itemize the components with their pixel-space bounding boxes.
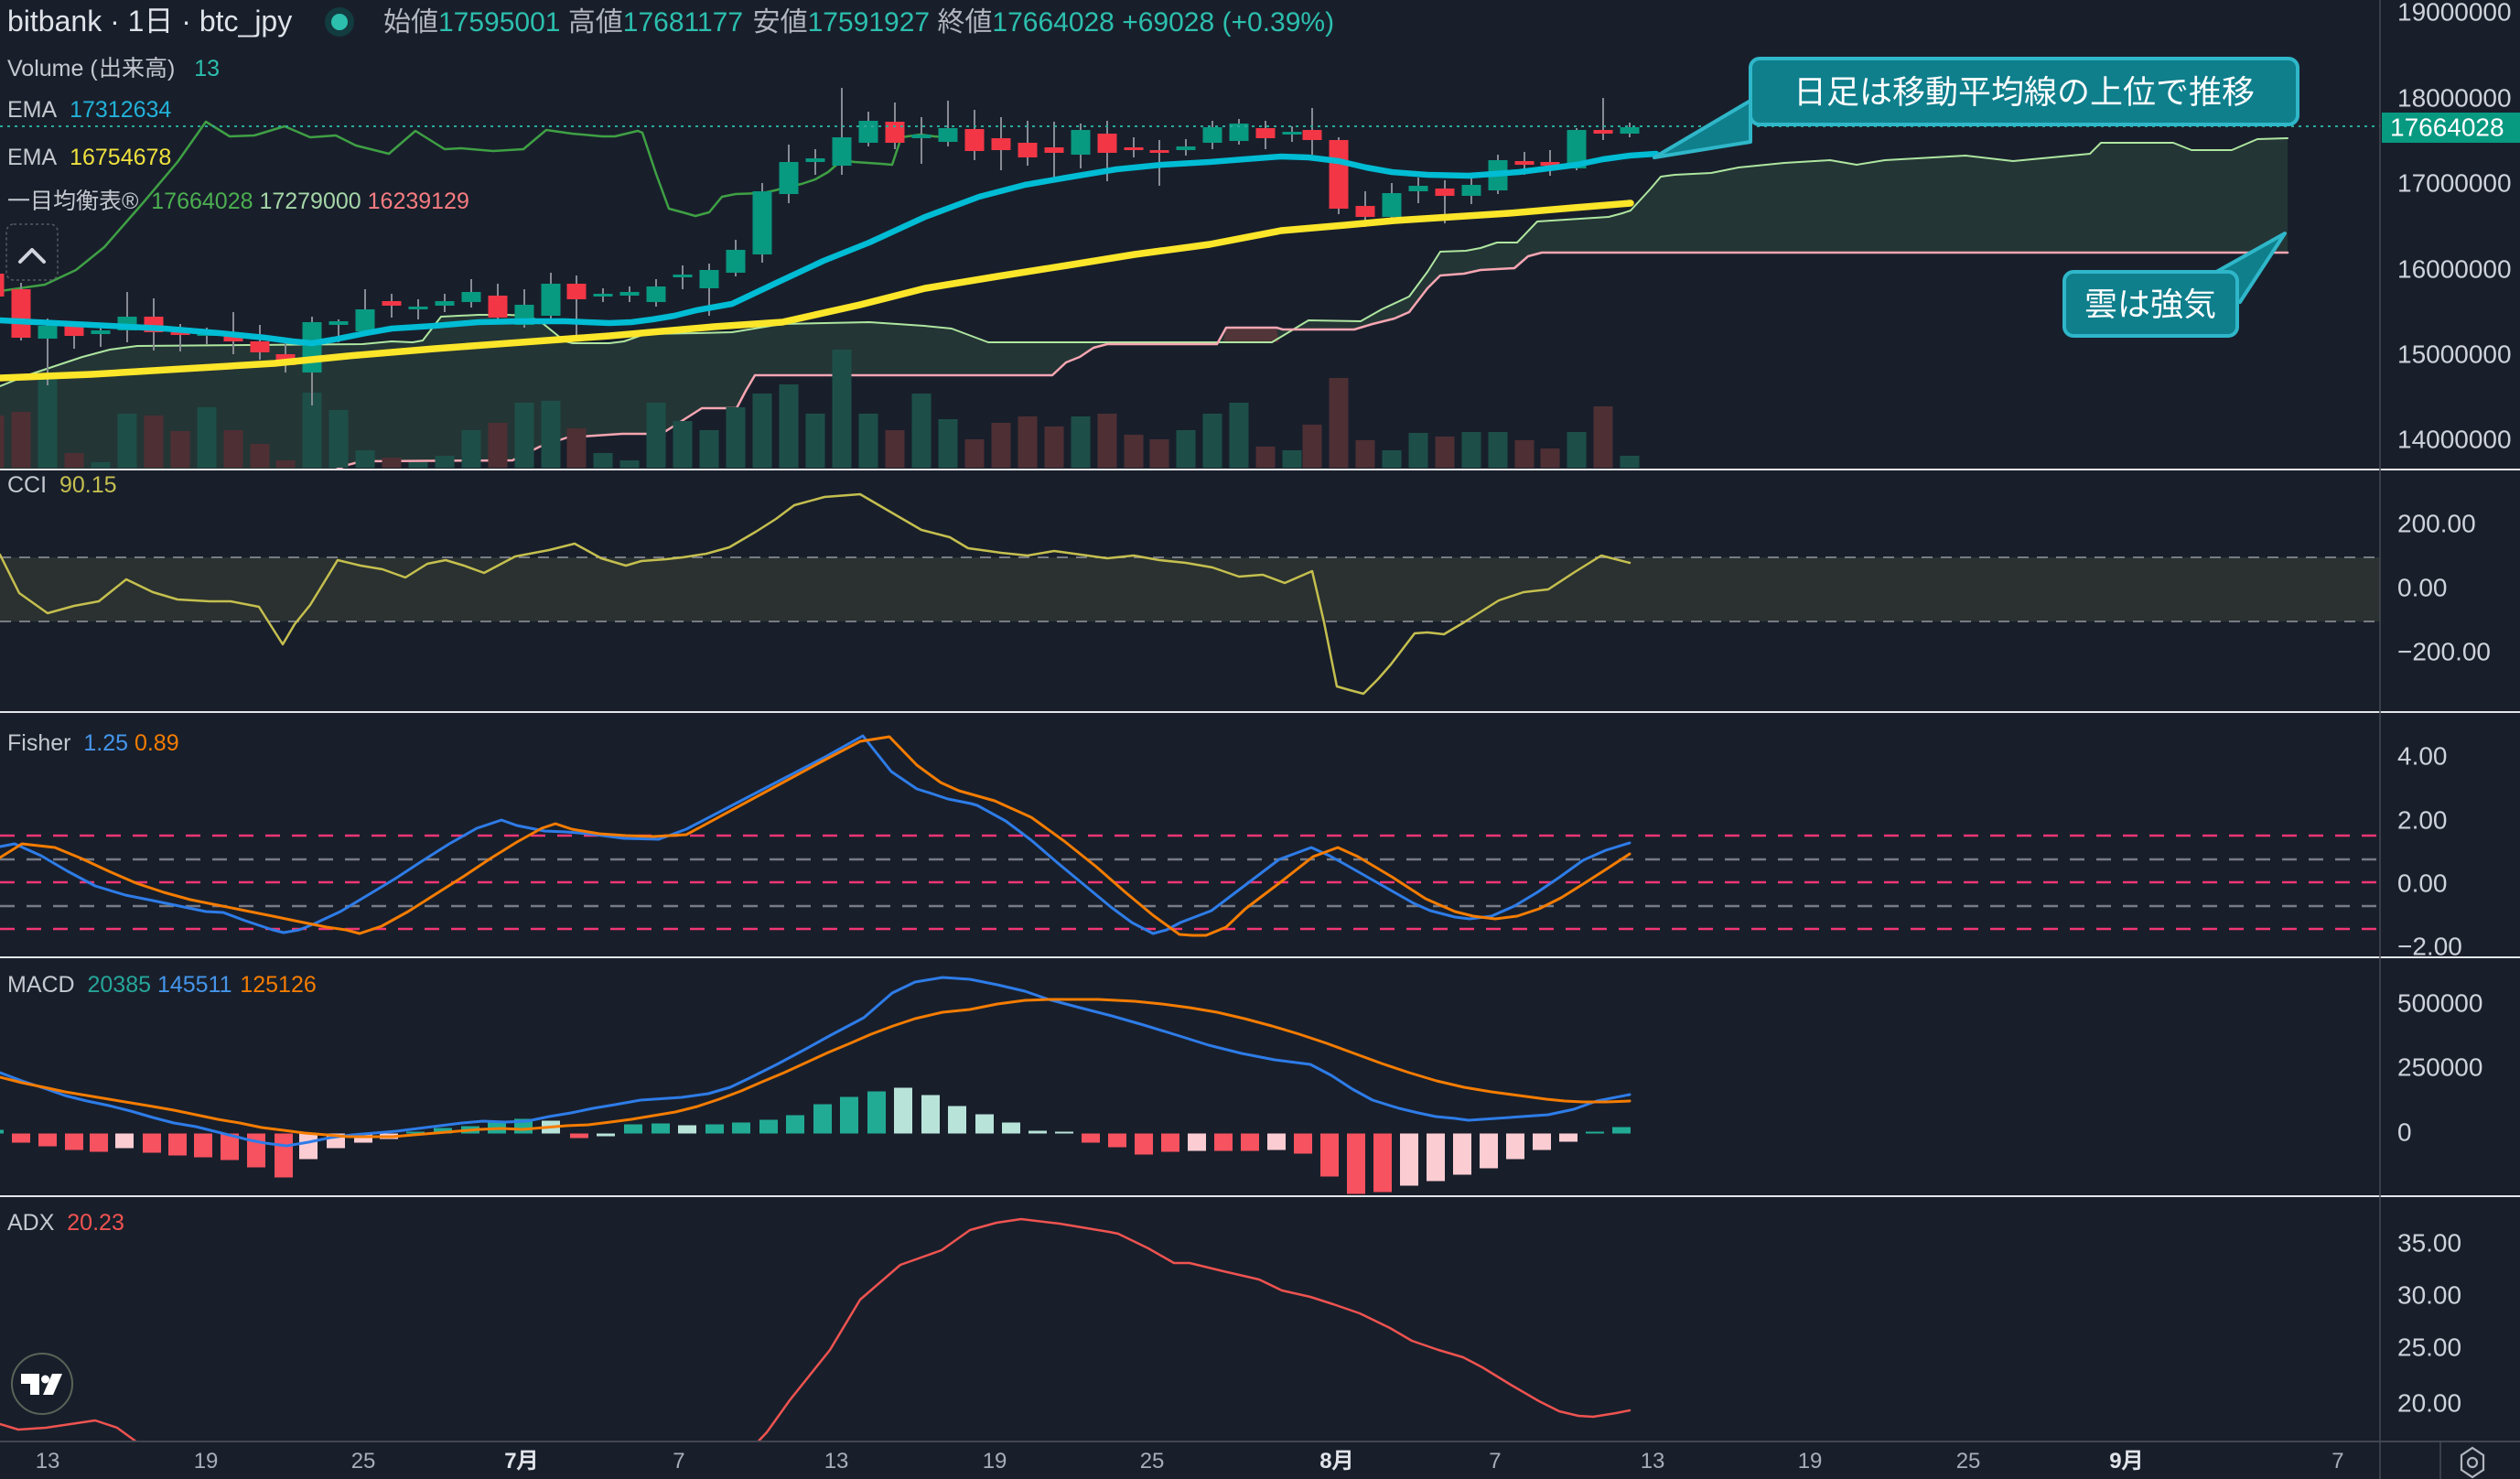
svg-text:4.00: 4.00 <box>2397 741 2448 770</box>
svg-text:Fisher: Fisher <box>7 730 70 756</box>
svg-text:7: 7 <box>673 1449 684 1474</box>
svg-text:2.00: 2.00 <box>2397 805 2448 834</box>
svg-text:7: 7 <box>504 1449 516 1474</box>
svg-text:®: ® <box>122 189 139 214</box>
svg-text:18000000: 18000000 <box>2397 83 2512 112</box>
svg-text:· btc_jpy: · btc_jpy <box>173 5 292 38</box>
svg-text:16239129: 16239129 <box>361 189 469 214</box>
svg-text:0.00: 0.00 <box>2397 573 2448 601</box>
svg-text:200.00: 200.00 <box>2397 509 2476 537</box>
svg-text:17312634: 17312634 <box>57 97 171 123</box>
svg-text:20385: 20385 <box>75 972 151 998</box>
svg-text:17591927: 17591927 <box>808 7 930 38</box>
svg-text:): ) <box>167 56 175 81</box>
svg-text:0: 0 <box>2397 1117 2412 1146</box>
svg-text:17000000: 17000000 <box>2397 168 2512 197</box>
svg-text:15000000: 15000000 <box>2397 340 2512 368</box>
svg-text:17279000: 17279000 <box>253 189 361 214</box>
svg-text:17595001: 17595001 <box>438 7 560 38</box>
svg-text:17681177: 17681177 <box>623 7 743 38</box>
svg-text:13: 13 <box>824 1449 849 1474</box>
svg-text:1.25: 1.25 <box>71 730 129 756</box>
svg-text:20.23: 20.23 <box>54 1210 124 1236</box>
svg-text:Volume (: Volume ( <box>7 56 98 81</box>
svg-text:25: 25 <box>351 1449 376 1474</box>
svg-text:20.00: 20.00 <box>2397 1388 2461 1417</box>
svg-text:ADX: ADX <box>7 1210 55 1236</box>
svg-text:145511: 145511 <box>151 972 232 998</box>
svg-text:17664028: 17664028 <box>2390 113 2504 141</box>
svg-text:90.15: 90.15 <box>47 472 116 498</box>
svg-text:0.89: 0.89 <box>128 730 179 756</box>
svg-text:25: 25 <box>1140 1449 1165 1474</box>
svg-text:EMA: EMA <box>7 97 58 123</box>
svg-text:19: 19 <box>1798 1449 1823 1474</box>
svg-text:14000000: 14000000 <box>2397 425 2512 453</box>
svg-text:0.00: 0.00 <box>2397 869 2448 897</box>
svg-text:19: 19 <box>194 1449 219 1474</box>
svg-text:13: 13 <box>36 1449 60 1474</box>
svg-text:16000000: 16000000 <box>2397 254 2512 283</box>
svg-text:−200.00: −200.00 <box>2397 637 2491 665</box>
svg-text:30.00: 30.00 <box>2397 1280 2461 1309</box>
svg-text:CCI: CCI <box>7 472 47 498</box>
svg-text:bitbank · 1: bitbank · 1 <box>7 5 144 38</box>
svg-text:16754678: 16754678 <box>57 145 171 170</box>
svg-text:250000: 250000 <box>2397 1053 2482 1081</box>
svg-text:19000000: 19000000 <box>2397 0 2512 26</box>
svg-text:7: 7 <box>2332 1449 2343 1474</box>
svg-text:13: 13 <box>175 56 220 81</box>
svg-text:8: 8 <box>1319 1449 1331 1474</box>
svg-text:125126: 125126 <box>233 972 316 998</box>
svg-text:17664028: 17664028 <box>992 7 1114 38</box>
svg-text:EMA: EMA <box>7 145 58 170</box>
svg-text:500000: 500000 <box>2397 988 2482 1017</box>
svg-text:13: 13 <box>1641 1449 1665 1474</box>
svg-text:35.00: 35.00 <box>2397 1228 2461 1257</box>
svg-text:9: 9 <box>2109 1449 2121 1474</box>
svg-text:25.00: 25.00 <box>2397 1333 2461 1361</box>
svg-text:+69028 (+0.39%): +69028 (+0.39%) <box>1115 7 1334 38</box>
svg-text:MACD: MACD <box>7 972 75 998</box>
svg-text:−2.00: −2.00 <box>2397 932 2462 960</box>
svg-text:17664028: 17664028 <box>138 189 253 214</box>
svg-text:25: 25 <box>1956 1449 1981 1474</box>
svg-text:7: 7 <box>1489 1449 1501 1474</box>
svg-text:19: 19 <box>983 1449 1007 1474</box>
